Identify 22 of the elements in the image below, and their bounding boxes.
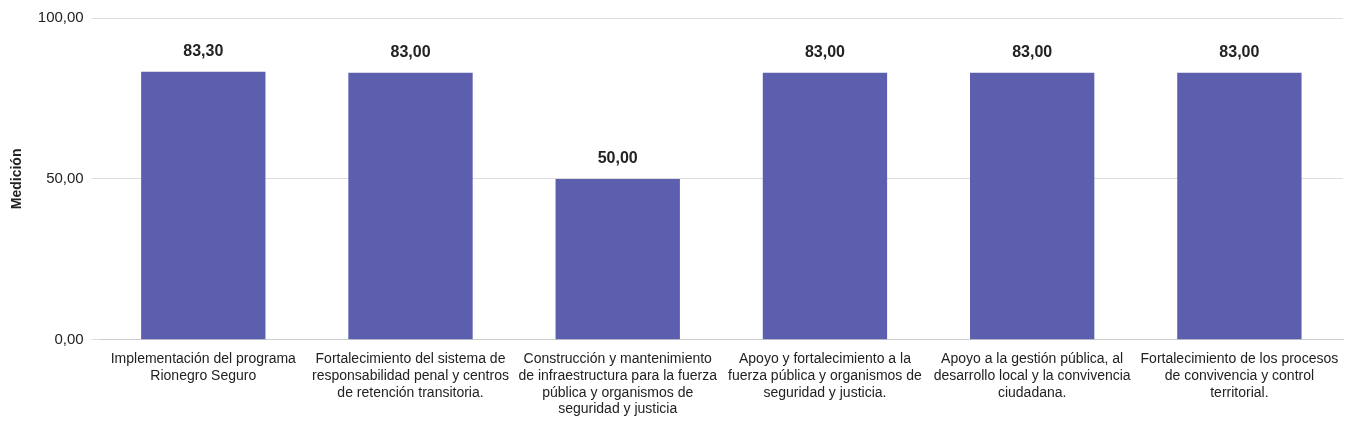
data-label: 83,00 <box>1012 43 1053 61</box>
x-tick-label: Implementación del programa Rionegro Seguro <box>110 350 297 383</box>
y-tick-label: 100,00 <box>37 8 84 26</box>
y-tick-label: 50,00 <box>46 169 84 187</box>
data-label: 50,00 <box>597 149 638 167</box>
bar <box>762 72 888 340</box>
data-label: 83,00 <box>390 43 431 61</box>
bar <box>970 72 1095 340</box>
bar <box>1177 72 1302 340</box>
x-tick-label: Apoyo y fortalecimiento a la fuerza pública y organismos de seguridad y justicia. <box>728 350 923 400</box>
data-label: 83,30 <box>183 42 224 60</box>
data-label: 83,00 <box>1219 43 1260 61</box>
x-tick-label: Apoyo a la gestión pública, al desarrollo local y la convivencia ciudadana. <box>933 350 1131 400</box>
data-label: 83,00 <box>804 43 846 61</box>
x-tick-label: Construcción y mantenimiento de infraestructura para la fuerza pública y organismos de seguridad y justicia <box>518 350 718 417</box>
x-tick-label: Fortalecimiento del sistema de responsabilidad penal y centros de retención transitoria. <box>312 350 509 400</box>
y-axis-title: Medición <box>8 148 25 210</box>
bar <box>555 178 680 340</box>
y-tick-label: 0,00 <box>54 329 84 347</box>
bar <box>141 71 266 340</box>
bar <box>348 72 473 340</box>
x-tick-label: Fortalecimiento de los procesos de convivencia y control territorial. <box>1140 350 1339 400</box>
